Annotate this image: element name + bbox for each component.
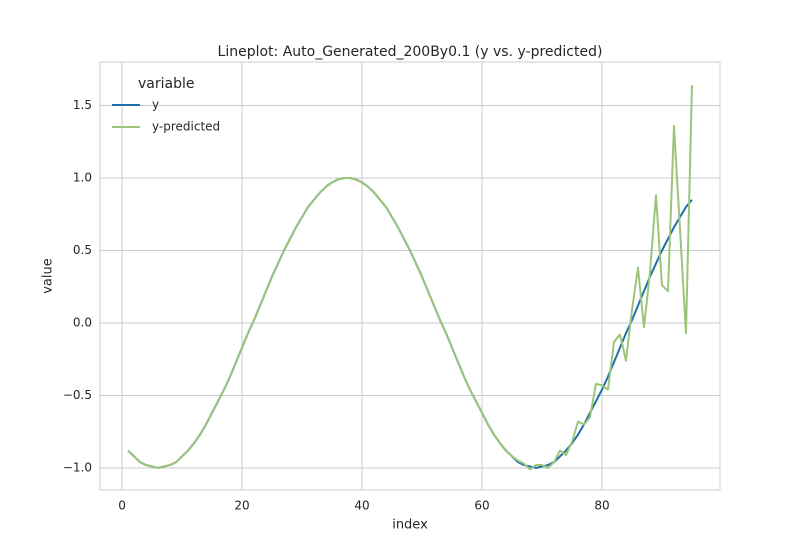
y-tick-label: 1.5 bbox=[73, 98, 92, 112]
legend-label: y-predicted bbox=[152, 120, 220, 134]
x-tick-label: 40 bbox=[354, 499, 369, 513]
legend-title: variable bbox=[138, 76, 194, 92]
y-axis-label: value bbox=[41, 258, 56, 294]
plot-area bbox=[99, 61, 721, 491]
x-tick-label: 20 bbox=[234, 499, 249, 513]
y-tick-label: 1.0 bbox=[73, 170, 92, 184]
y-tick-label: −1.0 bbox=[63, 460, 92, 474]
x-tick-label: 80 bbox=[594, 499, 609, 513]
y-tick-label: 0.5 bbox=[73, 243, 92, 257]
x-axis-label: index bbox=[392, 518, 428, 533]
y-tick-label: 0.0 bbox=[73, 315, 92, 329]
x-tick-label: 60 bbox=[474, 499, 489, 513]
legend: variable y y-predicted bbox=[112, 76, 220, 134]
x-tick-label: 0 bbox=[118, 499, 126, 513]
y-tick-label: −0.5 bbox=[63, 388, 92, 402]
series-line bbox=[127, 85, 693, 471]
chart-title: Lineplot: Auto_Generated_200By0.1 (y vs.… bbox=[218, 44, 603, 60]
legend-label: y bbox=[152, 98, 159, 112]
